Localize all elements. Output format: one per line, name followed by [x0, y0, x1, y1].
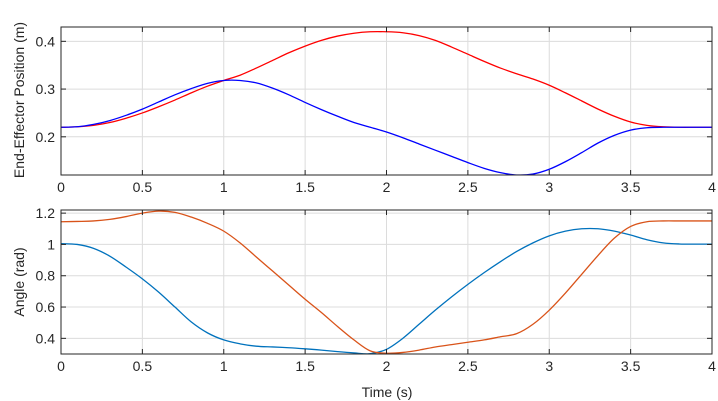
angle-y-tick-label: 1.2: [36, 205, 56, 221]
position-x-tick-label: 1: [220, 179, 228, 195]
position-x-tick-label: 2.5: [458, 179, 478, 195]
angle-x-tick-label: 2.5: [458, 358, 478, 374]
angle-x-tick-label: 1: [220, 358, 228, 374]
angle-y-tick-label: 0.4: [36, 330, 56, 346]
angle-x-tick-label: 0.5: [133, 358, 153, 374]
angle-x-tick-label: 0: [57, 358, 65, 374]
position-x-tick-label: 4: [708, 179, 716, 195]
angle-subplot: 0 0.5 1 1.5 2 2.5 3 3.5 4 0.4 0.6 0.8 1 1.2: [36, 205, 717, 374]
position-y-tick-label: 0.3: [36, 81, 56, 97]
position-x-tick-label: 0.5: [133, 179, 153, 195]
angle-y-tick-label: 0.6: [36, 299, 56, 315]
position-x-tick-label: 0: [57, 179, 65, 195]
position-y-tick-label: 0.2: [36, 129, 56, 145]
y-axis-label-position: End-Effector Position (m): [11, 22, 27, 178]
position-x-tick-label: 1.5: [295, 179, 315, 195]
angle-x-tick-label: 3: [545, 358, 553, 374]
position-subplot: 0 0.5 1 1.5 2 2.5 3 3.5 4 0.2 0.3 0.4: [36, 26, 716, 195]
y-axis-label-angle: Angle (rad): [11, 247, 27, 316]
position-x-tick-label: 2: [383, 179, 391, 195]
angle-y-tick-label: 1: [47, 236, 55, 252]
angle-x-tick-label: 1.5: [295, 358, 315, 374]
angle-x-tick-label: 3.5: [621, 358, 641, 374]
angle-x-tick-label: 2: [383, 358, 391, 374]
angle-y-tick-label: 0.8: [36, 268, 56, 284]
x-axis-label-time: Time (s): [362, 384, 413, 400]
position-series-line-2: [61, 79, 712, 175]
angle-x-tick-label: 4: [708, 358, 716, 374]
position-y-tick-label: 0.4: [36, 33, 56, 49]
position-x-tick-label: 3.5: [621, 179, 641, 195]
position-x-tick-label: 3: [545, 179, 553, 195]
